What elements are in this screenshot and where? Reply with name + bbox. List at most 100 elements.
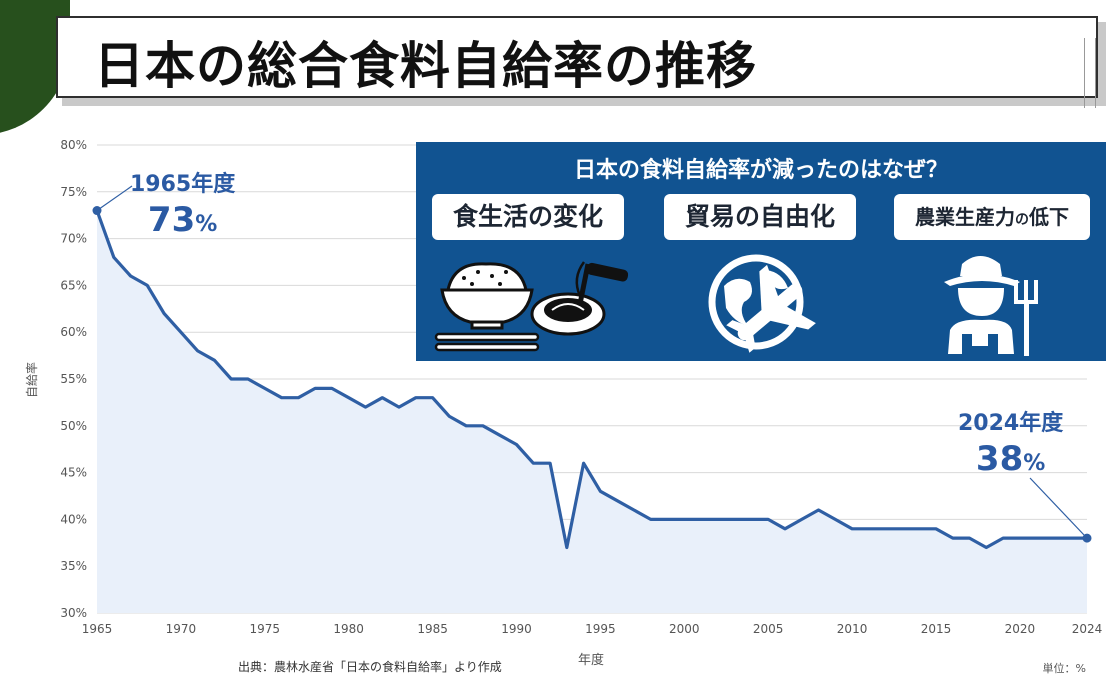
y-tick-label: 45% [60,466,87,480]
data-point [951,537,954,540]
data-point [196,349,199,352]
y-axis-label: 自給率 [24,362,39,398]
reason-productivity-decline: 農業生産力の低下 [894,194,1090,240]
y-tick-label: 75% [60,185,87,199]
x-tick-label: 2015 [921,622,952,636]
data-point [1018,537,1021,540]
data-point [146,284,149,287]
data-point [364,406,367,409]
data-point [247,378,250,381]
x-tick-label: 1970 [166,622,197,636]
reason-productivity-b: の [1015,212,1029,228]
callout-1965: 1965年度 73% [130,166,235,240]
reasons-panel: 日本の食料自給率が減ったのはなぜ？ 食生活の変化 貿易の自由化 農業生産力の低下 [416,142,1106,361]
data-point [901,527,904,530]
data-point [783,527,786,530]
reason-productivity-a: 農業生産力 [915,205,1015,229]
source-note: 出典：農林水産省「日本の食料自給率」より作成 [238,660,502,674]
data-point [800,518,803,521]
x-tick-label: 1965 [82,622,113,636]
data-point [347,396,350,399]
data-point [112,256,115,259]
y-tick-label: 55% [60,372,87,386]
data-point [481,424,484,427]
y-tick-label: 30% [60,606,87,620]
data-point [381,396,384,399]
data-point [1035,537,1038,540]
y-tick-label: 80% [60,138,87,152]
rice-bowl-icon [434,262,540,352]
area-fill [97,210,1087,613]
data-point [549,462,552,465]
x-tick-label: 1980 [333,622,364,636]
data-point [1002,537,1005,540]
data-point [867,527,870,530]
data-point [1069,537,1072,540]
data-point [314,387,317,390]
reasons-heading: 日本の食料自給率が減ったのはなぜ？ [573,158,948,183]
y-tick-label: 35% [60,559,87,573]
y-tick-label: 65% [60,278,87,292]
data-point [448,415,451,418]
data-point [465,424,468,427]
y-tick-label: 40% [60,512,87,526]
callout-2024: 2024年度 38% [958,405,1063,479]
data-point [817,509,820,512]
x-tick-label: 1990 [501,622,532,636]
data-point [263,387,266,390]
data-point [230,378,233,381]
x-tick-label: 2000 [669,622,700,636]
data-point [582,462,585,465]
pasta-plate-icon [530,261,629,336]
y-tick-label: 60% [60,325,87,339]
x-tick-label: 2024 [1072,622,1103,636]
callout-1965-unit: % [195,212,218,237]
x-tick-label: 1985 [417,622,448,636]
callout-leader-1965 [96,185,133,212]
unit-note: 単位：% [1042,662,1086,675]
callout-2024-value: 38 [975,439,1024,479]
data-point [767,518,770,521]
data-point [918,527,921,530]
data-point [934,527,937,530]
x-tick-label: 1995 [585,622,616,636]
data-point [632,509,635,512]
data-point [330,387,333,390]
title-accent [1084,38,1096,108]
x-tick-label: 2010 [837,622,868,636]
data-point [716,518,719,521]
reason-trade-liberalization: 貿易の自由化 [664,194,856,240]
data-point [700,518,703,521]
farmer-icon [944,256,1038,356]
callout-1965-year: 1965年度 [130,172,236,197]
data-point [163,312,166,315]
data-point [750,518,753,521]
data-point [565,546,568,549]
data-point [414,396,417,399]
callout-1965-value: 73 [147,200,196,240]
globe-airplane-icon [708,254,816,353]
reason-diet-change: 食生活の変化 [432,194,624,240]
y-tick-label: 50% [60,419,87,433]
data-point [666,518,669,521]
data-point [129,275,132,278]
x-axis-label: 年度 [578,652,604,668]
data-point [1052,537,1055,540]
data-point [616,499,619,502]
chart-title: 日本の総合食料自給率の推移 [94,36,757,95]
data-point [985,546,988,549]
data-point [515,443,518,446]
x-tick-label: 2005 [753,622,784,636]
data-point [683,518,686,521]
callout-leader-2024 [1029,477,1088,539]
data-point [297,396,300,399]
data-point [532,462,535,465]
data-point [599,490,602,493]
data-point [398,406,401,409]
data-point [431,396,434,399]
data-point [851,527,854,530]
title-banner: 日本の総合食料自給率の推移 [56,16,1098,108]
data-point [649,518,652,521]
data-point [213,359,216,362]
series-line [95,209,1087,550]
